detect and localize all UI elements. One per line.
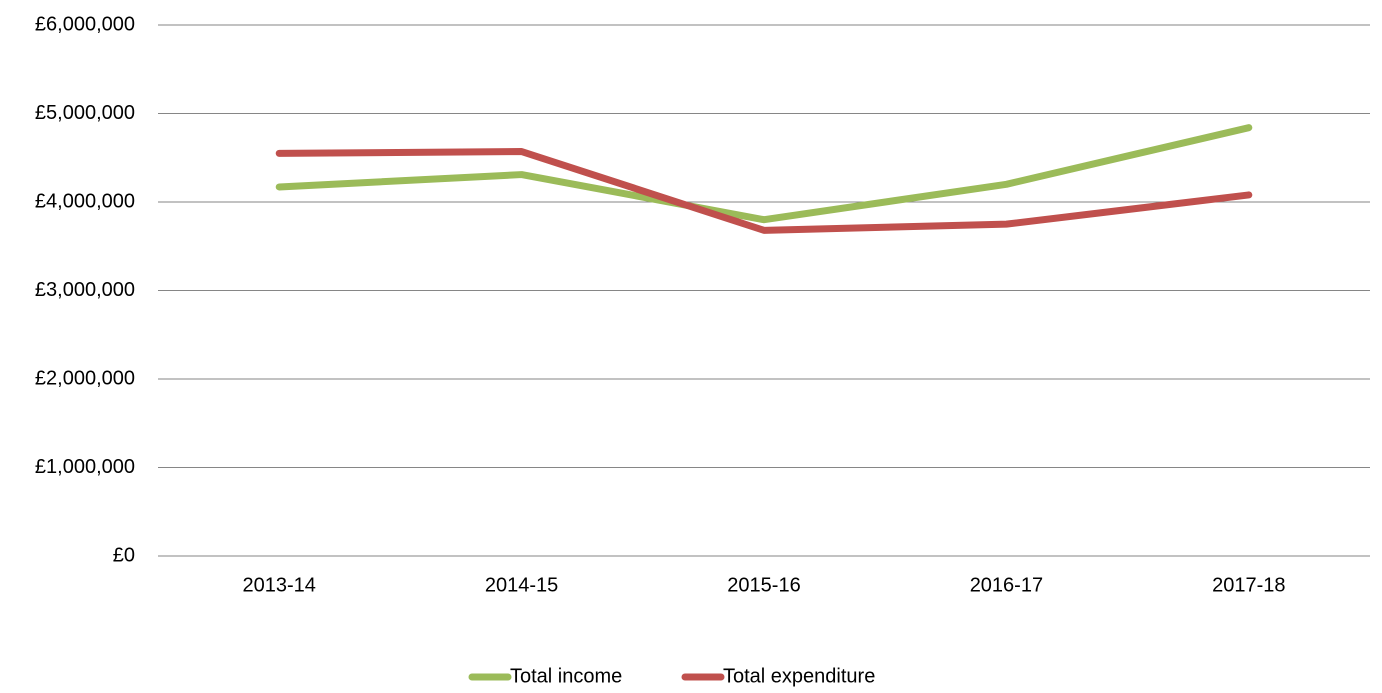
x-tick-label: 2014-15	[485, 574, 558, 596]
legend-label: Total expenditure	[723, 665, 875, 687]
y-tick-label: £0	[113, 544, 135, 566]
y-tick-label: £4,000,000	[35, 190, 135, 212]
y-tick-label: £3,000,000	[35, 279, 135, 301]
y-tick-label: £6,000,000	[35, 13, 135, 35]
y-tick-label: £2,000,000	[35, 367, 135, 389]
legend-label: Total income	[510, 665, 622, 687]
line-series	[275, 148, 1253, 234]
y-tick-label: £1,000,000	[35, 456, 135, 478]
line-series	[275, 124, 1253, 224]
x-tick-label: 2015-16	[727, 574, 800, 596]
y-tick-label: £5,000,000	[35, 102, 135, 124]
x-tick-label: 2017-18	[1212, 574, 1285, 596]
x-tick-label: 2013-14	[242, 574, 315, 596]
x-tick-label: 2016-17	[970, 574, 1043, 596]
